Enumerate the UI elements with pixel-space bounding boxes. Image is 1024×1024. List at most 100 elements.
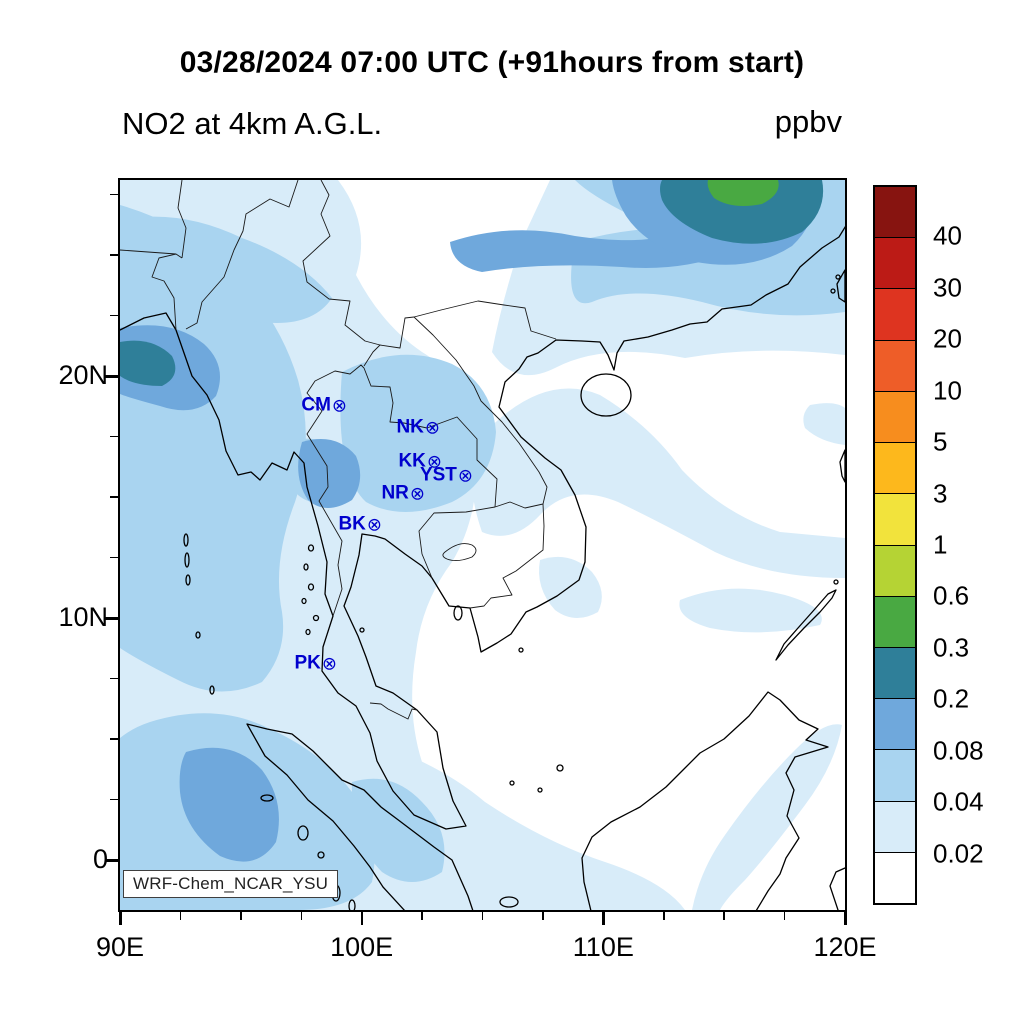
colorbar-cell <box>875 851 915 904</box>
map-canvas <box>120 180 845 910</box>
figure-title: 03/28/2024 07:00 UTC (+91hours from star… <box>179 46 805 79</box>
colorbar-tick-label: 3 <box>933 478 948 509</box>
station-nk: NK ⊗ <box>396 418 440 437</box>
station-marker-icon: ⊗ <box>321 653 337 673</box>
x-axis-minor-tick <box>300 912 302 920</box>
x-axis-tick-label: 120E <box>813 932 877 962</box>
station-marker-icon: ⊗ <box>331 395 347 415</box>
border-laos-vietnam <box>413 316 548 505</box>
colorbar-tick-label: 0.2 <box>933 683 970 714</box>
border-thailand-malaysia <box>369 702 418 720</box>
y-axis-minor-tick <box>110 798 118 801</box>
x-axis-tick-label: 100E <box>330 932 394 962</box>
colorbar-tick-label: 10 <box>933 375 962 406</box>
colorbar-cell <box>875 493 915 545</box>
colorbar-tick-label: 0.02 <box>933 838 984 869</box>
station-marker-icon: ⊗ <box>457 465 473 485</box>
station-marker-icon: ⊗ <box>424 417 440 437</box>
border-myanmar-china <box>302 180 381 346</box>
colorbar-cell <box>875 749 915 801</box>
x-axis-major-tick <box>119 912 122 925</box>
station-label: NK <box>396 416 424 438</box>
country-borders <box>120 180 557 720</box>
station-pk: PK ⊗ <box>295 654 338 673</box>
colorbar-tick-label: 0.6 <box>933 580 970 611</box>
model-label: WRF-Chem_NCAR_YSU <box>123 870 339 898</box>
colorbar-tick-label: 30 <box>933 272 962 303</box>
island-luzon-edge <box>839 449 845 483</box>
x-axis-minor-tick <box>179 912 182 920</box>
x-axis-minor-tick <box>542 912 544 920</box>
border-thailand-cambodia <box>418 506 496 579</box>
stations-layer: CM ⊗ NK ⊗ KK ⊗ YST ⊗ NR ⊗ BK ⊗ PK ⊗ <box>120 180 845 910</box>
station-nr: NR ⊗ <box>381 484 425 503</box>
island-sumatra <box>246 723 474 910</box>
island-hainan <box>580 373 632 417</box>
y-axis-minor-tick <box>110 677 118 680</box>
station-label: KK <box>398 450 426 472</box>
x-axis-minor-tick <box>723 912 725 920</box>
border-myanmar-thailand <box>306 364 365 617</box>
x-axis-minor-tick <box>240 912 242 920</box>
station-bk: BK ⊗ <box>338 515 382 534</box>
island-taiwan-edge <box>836 269 845 303</box>
y-axis-minor-tick <box>110 738 118 740</box>
border-bangladesh <box>120 180 187 331</box>
colorbar-cell <box>875 800 915 852</box>
x-axis-minor-tick <box>481 912 484 920</box>
colorbar-cell <box>875 288 915 340</box>
colorbar-cell <box>875 187 915 238</box>
station-marker-icon: ⊗ <box>366 514 382 534</box>
map-panel: CM ⊗ NK ⊗ KK ⊗ YST ⊗ NR ⊗ BK ⊗ PK ⊗ WRF-Chem_NCAR_YSU <box>118 178 847 912</box>
colorbar-cell <box>875 698 915 750</box>
island-borneo <box>581 691 829 910</box>
colorbar-cells <box>873 185 917 905</box>
island-palawan <box>775 589 837 661</box>
y-axis-major-tick <box>105 375 118 378</box>
colorbar-cell <box>875 595 915 647</box>
y-axis-minor-tick <box>110 254 118 256</box>
y-axis-minor-tick <box>110 314 118 317</box>
y-axis-tick-label: 0 <box>92 844 108 875</box>
border-laos-cambodia <box>494 501 544 509</box>
border-china-vietnam <box>413 300 557 340</box>
x-axis-major-tick <box>360 912 364 925</box>
station-label: YST <box>419 464 457 486</box>
y-axis-tick-label: 10N <box>58 602 108 633</box>
border-myanmar-laos <box>363 344 381 367</box>
colorbar: 40 30 20 10 5 3 1 0.6 0.3 0.2 0.08 0.04 0.02 <box>873 185 984 905</box>
x-axis-minor-tick <box>663 912 665 920</box>
x-axis-major-tick <box>844 912 847 925</box>
colorbar-cell <box>875 339 915 391</box>
y-axis-minor-tick <box>110 496 118 498</box>
colorbar-cell <box>875 390 915 443</box>
colorbar-cell <box>875 442 915 494</box>
station-cm: CM ⊗ <box>301 396 347 415</box>
colorbar-tick-label: 20 <box>933 323 962 354</box>
y-axis-major-tick <box>105 859 118 862</box>
x-axis-minor-tick <box>783 912 786 920</box>
colorbar-cell <box>875 237 915 289</box>
station-label: PK <box>294 652 321 674</box>
colorbar-tick-label: 0.08 <box>933 735 984 766</box>
border-china-laos <box>379 316 415 349</box>
station-marker-icon: ⊗ <box>409 483 425 503</box>
station-marker-icon: ⊗ <box>426 451 442 471</box>
colorbar-tick-label: 0.3 <box>933 632 970 663</box>
variable-title: NO2 at 4km A.G.L. <box>122 106 383 141</box>
colorbar-cell <box>875 544 915 596</box>
colorbar-tick-label: 40 <box>933 220 962 251</box>
y-axis-minor-tick <box>110 193 118 196</box>
coastlines <box>120 226 845 910</box>
colorbar-tick-label: 1 <box>933 529 948 560</box>
border-thailand-laos <box>363 367 498 508</box>
small-islands <box>183 274 841 910</box>
coastline-mainland-asia <box>120 226 845 830</box>
border-cambodia-vietnam <box>469 503 545 609</box>
y-axis-minor-tick <box>110 435 118 438</box>
lake-tonle-sap <box>442 543 477 562</box>
station-yst: YST ⊗ <box>420 466 473 485</box>
x-axis-tick-label: 90E <box>95 932 145 962</box>
x-axis-minor-tick <box>421 912 423 920</box>
